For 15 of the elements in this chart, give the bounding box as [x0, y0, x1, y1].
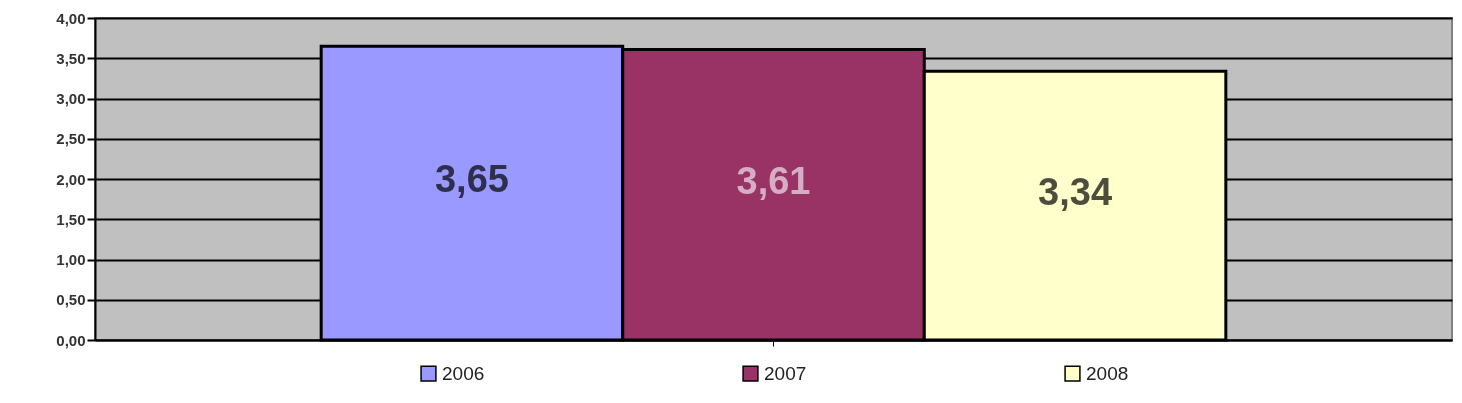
data-label: 3,61	[736, 159, 811, 202]
legend-label: 2006	[442, 362, 485, 384]
y-tick-label: 3,00	[56, 90, 86, 107]
y-tick-label: 1,00	[56, 251, 86, 268]
y-tick-label: 3,50	[56, 49, 86, 67]
data-label: 3,34	[1038, 170, 1113, 213]
y-tick-label: 4,00	[56, 9, 86, 27]
y-tick-label: 2,00	[56, 170, 86, 188]
legend-label: 2007	[764, 362, 807, 384]
y-tick-label: 1,50	[56, 210, 86, 228]
data-label: 3,65	[434, 158, 509, 201]
y-tick-label: 0,00	[56, 331, 86, 349]
y-tick-label: 0,50	[56, 291, 86, 309]
y-tick-label: 2,50	[56, 130, 86, 148]
legend-label: 2008	[1086, 362, 1129, 384]
